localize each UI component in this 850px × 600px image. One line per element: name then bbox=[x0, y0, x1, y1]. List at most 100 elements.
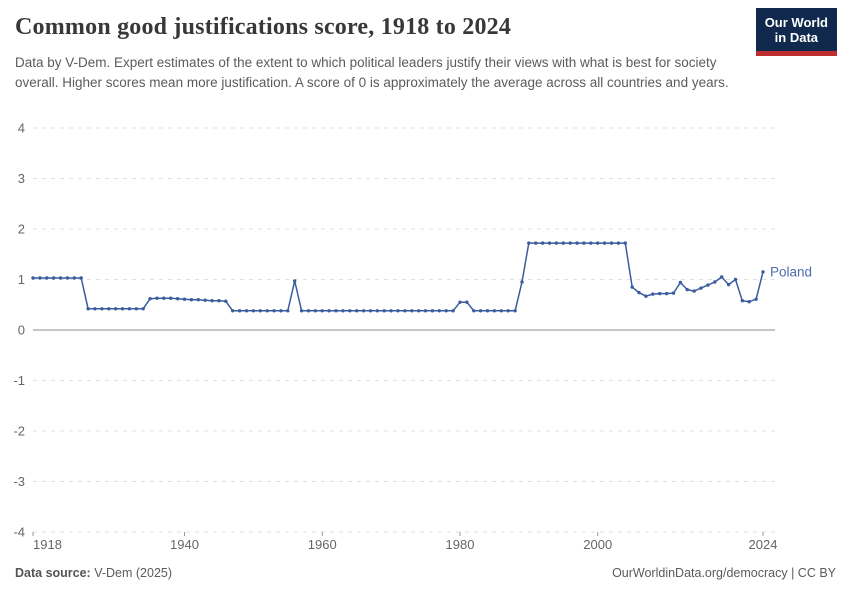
data-point[interactable] bbox=[575, 241, 579, 245]
data-point[interactable] bbox=[699, 286, 703, 290]
data-point[interactable] bbox=[79, 276, 83, 280]
data-point[interactable] bbox=[430, 309, 435, 313]
data-point[interactable] bbox=[561, 241, 565, 245]
data-point[interactable] bbox=[306, 309, 311, 313]
license-label[interactable]: CC BY bbox=[797, 566, 836, 580]
data-point[interactable] bbox=[554, 241, 559, 245]
data-point[interactable] bbox=[162, 296, 166, 300]
data-point[interactable] bbox=[733, 277, 738, 282]
data-point[interactable] bbox=[265, 309, 269, 313]
data-point[interactable] bbox=[189, 298, 194, 302]
data-point[interactable] bbox=[58, 276, 63, 280]
data-point[interactable] bbox=[127, 307, 132, 311]
data-point[interactable] bbox=[602, 241, 607, 245]
data-point[interactable] bbox=[52, 276, 56, 280]
data-point[interactable] bbox=[237, 309, 242, 313]
data-point[interactable] bbox=[458, 300, 462, 304]
data-point[interactable] bbox=[251, 309, 256, 313]
data-point[interactable] bbox=[217, 299, 221, 303]
data-point[interactable] bbox=[141, 307, 145, 311]
data-point[interactable] bbox=[134, 307, 138, 311]
data-point[interactable] bbox=[513, 309, 517, 313]
data-point[interactable] bbox=[203, 298, 207, 302]
data-point[interactable] bbox=[31, 276, 35, 280]
data-point[interactable] bbox=[244, 309, 249, 313]
data-point[interactable] bbox=[478, 309, 483, 313]
data-point[interactable] bbox=[637, 290, 641, 295]
data-point[interactable] bbox=[334, 309, 338, 313]
data-point[interactable] bbox=[658, 291, 662, 296]
owid-logo[interactable]: Our World in Data bbox=[755, 8, 837, 56]
data-point[interactable] bbox=[155, 296, 159, 300]
data-point[interactable] bbox=[664, 291, 669, 296]
data-point[interactable] bbox=[272, 309, 276, 313]
data-point[interactable] bbox=[761, 270, 765, 274]
data-point[interactable] bbox=[685, 287, 689, 292]
data-point[interactable] bbox=[589, 241, 593, 245]
data-point[interactable] bbox=[120, 307, 125, 311]
data-point[interactable] bbox=[609, 241, 614, 245]
data-point[interactable] bbox=[65, 276, 70, 280]
data-point[interactable] bbox=[527, 241, 531, 245]
data-point[interactable] bbox=[396, 309, 400, 313]
data-point[interactable] bbox=[355, 309, 359, 313]
data-point[interactable] bbox=[327, 309, 331, 313]
data-point[interactable] bbox=[293, 279, 297, 283]
data-point[interactable] bbox=[437, 309, 441, 313]
data-point[interactable] bbox=[630, 285, 634, 289]
data-point[interactable] bbox=[286, 309, 290, 313]
data-point[interactable] bbox=[258, 309, 262, 313]
data-point[interactable] bbox=[671, 291, 676, 295]
data-point[interactable] bbox=[341, 309, 345, 313]
data-point[interactable] bbox=[754, 297, 758, 301]
data-point[interactable] bbox=[713, 280, 717, 284]
data-point[interactable] bbox=[368, 309, 373, 313]
data-point[interactable] bbox=[444, 309, 448, 313]
data-point[interactable] bbox=[169, 296, 173, 300]
data-point[interactable] bbox=[148, 297, 152, 301]
data-point[interactable] bbox=[465, 300, 469, 304]
data-point[interactable] bbox=[678, 280, 683, 285]
data-point[interactable] bbox=[210, 299, 214, 303]
data-point[interactable] bbox=[616, 241, 621, 245]
data-point[interactable] bbox=[506, 309, 510, 313]
data-point[interactable] bbox=[175, 297, 180, 301]
data-point[interactable] bbox=[492, 309, 497, 313]
data-point[interactable] bbox=[720, 275, 724, 279]
data-point[interactable] bbox=[313, 309, 318, 313]
data-point[interactable] bbox=[623, 241, 627, 245]
data-point[interactable] bbox=[740, 299, 744, 303]
entity-label[interactable]: Poland bbox=[770, 264, 812, 279]
data-point[interactable] bbox=[485, 309, 490, 313]
data-point[interactable] bbox=[596, 241, 600, 245]
data-point[interactable] bbox=[644, 294, 648, 298]
data-point[interactable] bbox=[320, 309, 324, 313]
data-point[interactable] bbox=[499, 309, 503, 313]
data-point[interactable] bbox=[410, 309, 414, 313]
data-point[interactable] bbox=[224, 299, 228, 303]
data-point[interactable] bbox=[417, 309, 421, 313]
data-point[interactable] bbox=[451, 309, 455, 313]
data-point[interactable] bbox=[100, 307, 104, 311]
data-point[interactable] bbox=[520, 280, 524, 284]
data-point[interactable] bbox=[389, 309, 393, 313]
data-point[interactable] bbox=[747, 300, 751, 304]
data-point[interactable] bbox=[726, 282, 731, 287]
data-point[interactable] bbox=[540, 241, 545, 245]
data-point[interactable] bbox=[279, 309, 283, 313]
data-point[interactable] bbox=[196, 298, 200, 302]
data-point[interactable] bbox=[113, 307, 118, 311]
data-point[interactable] bbox=[423, 309, 428, 313]
data-point[interactable] bbox=[38, 276, 42, 280]
data-point[interactable] bbox=[706, 283, 710, 287]
data-point[interactable] bbox=[582, 241, 586, 245]
data-point[interactable] bbox=[547, 241, 552, 245]
data-point[interactable] bbox=[568, 241, 572, 245]
data-point[interactable] bbox=[692, 289, 696, 293]
data-point[interactable] bbox=[382, 309, 386, 313]
data-point[interactable] bbox=[534, 241, 538, 245]
owid-link[interactable]: OurWorldinData.org/democracy bbox=[612, 566, 788, 580]
data-point[interactable] bbox=[403, 309, 407, 313]
data-point[interactable] bbox=[231, 309, 235, 313]
